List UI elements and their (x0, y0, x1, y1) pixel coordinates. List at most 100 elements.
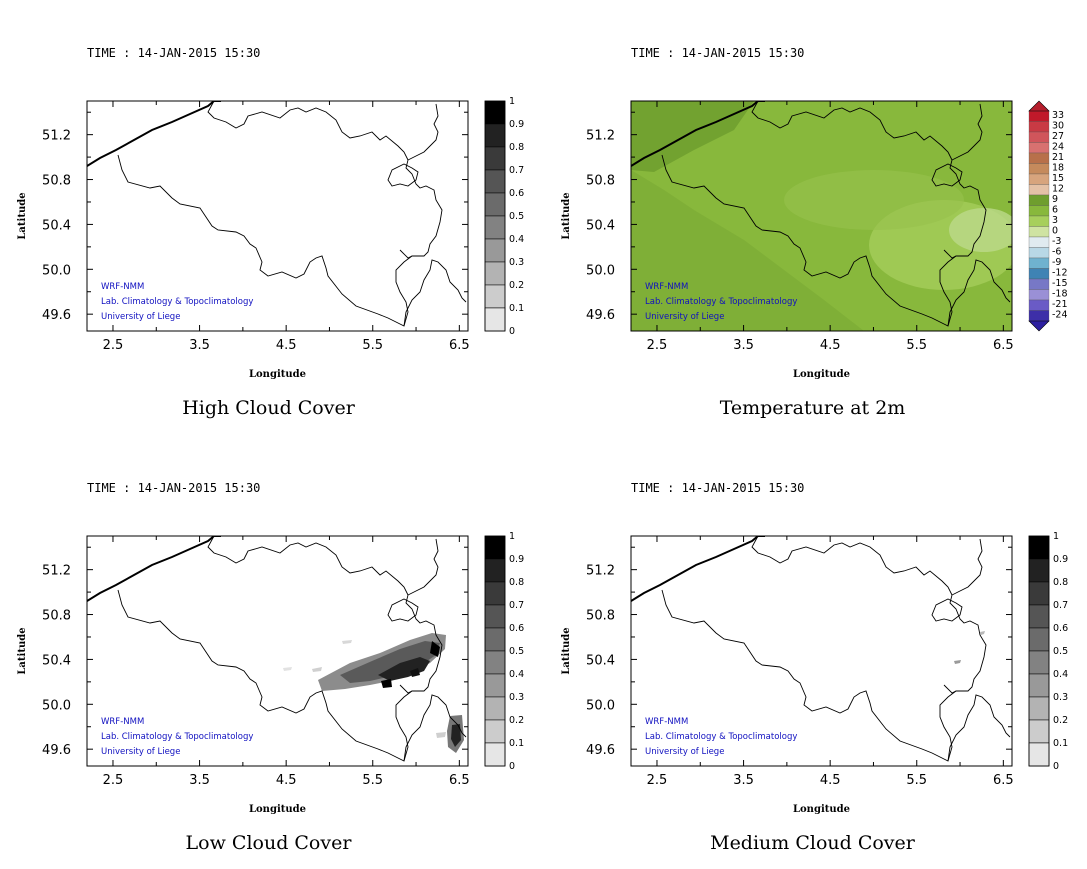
credit-line: WRF-NMM (101, 717, 144, 727)
region-border (943, 249, 957, 259)
colorbar-swatch (1028, 163, 1050, 175)
colorbar-label: 0.3 (509, 692, 524, 703)
netherlands-border (207, 536, 409, 596)
colorbar-label: 0.8 (1053, 577, 1068, 588)
colorbar-label: 0.5 (509, 211, 524, 222)
colorbar-swatch (484, 192, 506, 217)
colorbar-swatch (1028, 205, 1050, 217)
colorbar-label: 33 (1052, 110, 1064, 121)
colorbar-label: -15 (1052, 278, 1068, 289)
colorbar-swatch (484, 123, 506, 148)
credit-line: WRF-NMM (101, 282, 144, 292)
temperature-west-zone (631, 170, 864, 331)
colorbar-swatch (1028, 121, 1050, 133)
x-tick-label: 5.5 (362, 773, 383, 788)
coastline (631, 101, 765, 167)
x-axis-label: Longitude (793, 369, 850, 380)
region-border (943, 684, 957, 694)
colorbar-label: 0.6 (1053, 623, 1068, 634)
plot-frame (86, 535, 469, 767)
colorbar-label: 0.6 (509, 623, 524, 634)
colorbar-swatch (1028, 289, 1050, 301)
x-tick-label: 6.5 (993, 773, 1014, 788)
colorbar-label: 1 (509, 96, 515, 107)
y-tick-label: 51.2 (42, 129, 71, 144)
x-tick-label: 4.5 (820, 773, 841, 788)
colorbar-label: 0.4 (509, 669, 524, 680)
colorbar-label: 24 (1052, 142, 1064, 153)
plot-frame (630, 535, 1013, 767)
plot-frame (86, 100, 469, 332)
x-tick-label: 4.5 (276, 338, 297, 353)
france-border (947, 694, 1011, 762)
colorbar-swatch (1028, 558, 1050, 583)
low-cloud-patch (381, 679, 392, 688)
y-tick-label: 51.2 (42, 564, 71, 579)
medium-cloud-patch (980, 631, 985, 635)
colorbar-label: 0.5 (509, 646, 524, 657)
colorbar-label: 0.3 (1053, 692, 1068, 703)
credit-line: Lab. Climatology & Topoclimatology (645, 732, 797, 742)
credit-line: WRF-NMM (645, 717, 688, 727)
luxembourg-border (387, 598, 419, 622)
y-tick-label: 49.6 (42, 308, 71, 323)
y-tick-label: 50.4 (586, 218, 615, 233)
colorbar-label: 0.2 (509, 280, 524, 291)
netherlands-border (751, 101, 953, 161)
y-tick-label: 50.0 (42, 698, 71, 713)
time-label: TIME : 14-JAN-2015 15:30 (631, 46, 804, 60)
colorbar-label: 27 (1052, 131, 1064, 142)
colorbar-swatch (484, 627, 506, 652)
temperature-mid-zone (784, 170, 964, 230)
panel-title: Medium Cloud Cover (710, 832, 916, 854)
colorbar-swatch (1028, 215, 1050, 227)
colorbar-swatch (1028, 268, 1050, 280)
colorbar-swatch (1028, 742, 1050, 767)
colorbar-label: 0.7 (1053, 600, 1068, 611)
plot-area (87, 101, 467, 327)
panel-title: High Cloud Cover (182, 397, 356, 419)
low-cloud-patch (283, 667, 292, 671)
colorbar-swatch (484, 169, 506, 194)
colorbar-swatch (484, 673, 506, 698)
time-label: TIME : 14-JAN-2015 15:30 (631, 481, 804, 495)
x-tick-label: 3.5 (733, 773, 754, 788)
y-tick-label: 50.0 (586, 698, 615, 713)
colorbar-arrow-bottom (1028, 320, 1050, 332)
colorbar-label: -18 (1052, 289, 1068, 300)
belgium-border (117, 538, 443, 762)
x-tick-label: 2.5 (103, 773, 124, 788)
y-axis-label: Latitude (561, 627, 572, 674)
colorbar-frame (484, 100, 506, 332)
luxembourg-border (387, 163, 419, 187)
y-tick-label: 50.4 (42, 218, 71, 233)
x-tick-label: 4.5 (276, 773, 297, 788)
colorbar-label: 0.1 (1053, 738, 1068, 749)
colorbar-label: 6 (1052, 205, 1058, 216)
colorbar-swatch (1028, 278, 1050, 290)
credit-line: WRF-NMM (645, 282, 688, 292)
colorbar-swatch (484, 742, 506, 767)
colorbar-arrow-top (1028, 100, 1050, 112)
france-border (403, 259, 467, 327)
x-tick-label: 6.5 (993, 338, 1014, 353)
x-axis-label: Longitude (249, 369, 306, 380)
colorbar-label: 9 (1052, 194, 1058, 205)
colorbar-swatch (1028, 194, 1050, 206)
colorbar-label: 0.5 (1053, 646, 1068, 657)
colorbar-label: -24 (1052, 310, 1068, 321)
plot-frame (630, 100, 1013, 332)
plot-area (87, 536, 467, 762)
colorbar-label: 0.2 (509, 715, 524, 726)
low-cloud-patch (430, 641, 440, 657)
colorbar-label: 0.4 (509, 234, 524, 245)
colorbar-frame (484, 535, 506, 767)
colorbar-swatch (1028, 673, 1050, 698)
colorbar-label: 0.1 (509, 303, 524, 314)
colorbar-label: -6 (1052, 247, 1061, 258)
colorbar-label: -21 (1052, 299, 1068, 310)
colorbar-swatch (1028, 257, 1050, 269)
low-cloud-patch (340, 641, 440, 683)
x-tick-label: 3.5 (189, 338, 210, 353)
